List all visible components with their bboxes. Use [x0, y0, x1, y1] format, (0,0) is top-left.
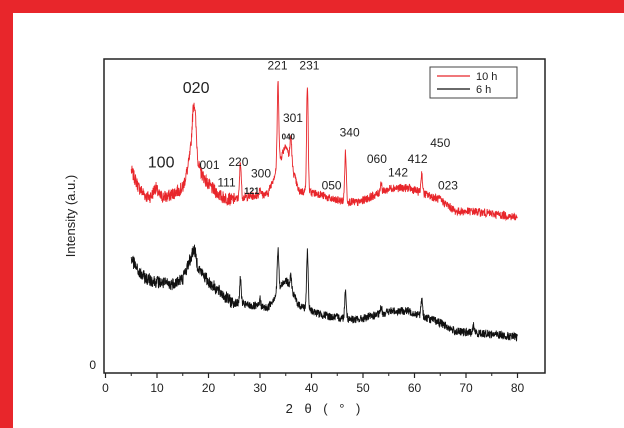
red-frame-left	[0, 0, 13, 428]
x-tick-label: 0	[102, 381, 109, 395]
legend-box	[429, 66, 518, 99]
x-tick-label: 20	[202, 381, 216, 395]
peak-label: 300	[251, 167, 271, 181]
peak-label: 221	[267, 58, 287, 72]
x-tick-label: 60	[408, 381, 422, 395]
peak-label: 100	[148, 154, 175, 171]
peak-label: 023	[438, 178, 458, 192]
peak-label: 340	[340, 126, 360, 140]
legend-label-6h: 6 h	[476, 84, 491, 96]
x-axis-title: 2 θ ( ° )	[286, 401, 365, 416]
peak-label: 412	[408, 152, 428, 166]
x-tick-label: 10	[150, 381, 164, 395]
series-line-6h	[130, 244, 518, 342]
peak-label: 001	[200, 158, 220, 172]
legend: 10 h 6 h	[429, 66, 518, 99]
annotation-layer: 100 020 001 220 111 121 300 221 301 040 231 050 340 0…	[148, 58, 459, 196]
peak-label: 220	[228, 155, 248, 169]
peak-label: 020	[183, 80, 210, 97]
x-tick-label: 50	[356, 381, 370, 395]
plot-area-border	[103, 58, 546, 374]
x-tick-label: 30	[253, 381, 267, 395]
peak-label: 301	[283, 111, 303, 125]
tick-layer: 0 10 20 30 40 50 60 70 80 0	[89, 358, 524, 395]
y-tick-label: 0	[89, 358, 96, 372]
y-axis-title: Intensity (a.u.)	[63, 175, 78, 257]
legend-label-10h: 10 h	[476, 71, 497, 83]
peak-label: 231	[299, 58, 319, 72]
peak-label: 040	[282, 133, 296, 142]
series-layer	[130, 81, 518, 342]
peak-label: 450	[430, 136, 450, 150]
peak-label: 050	[322, 178, 342, 192]
x-tick-label: 70	[459, 381, 473, 395]
peak-label: 142	[388, 165, 408, 179]
red-frame-top	[0, 0, 624, 13]
x-tick-label: 40	[305, 381, 319, 395]
peak-label: 060	[367, 152, 387, 166]
x-tick-label: 80	[511, 381, 525, 395]
series-line-10h	[130, 81, 518, 222]
peak-label: 111	[217, 176, 236, 190]
peak-label: 121	[244, 186, 259, 196]
